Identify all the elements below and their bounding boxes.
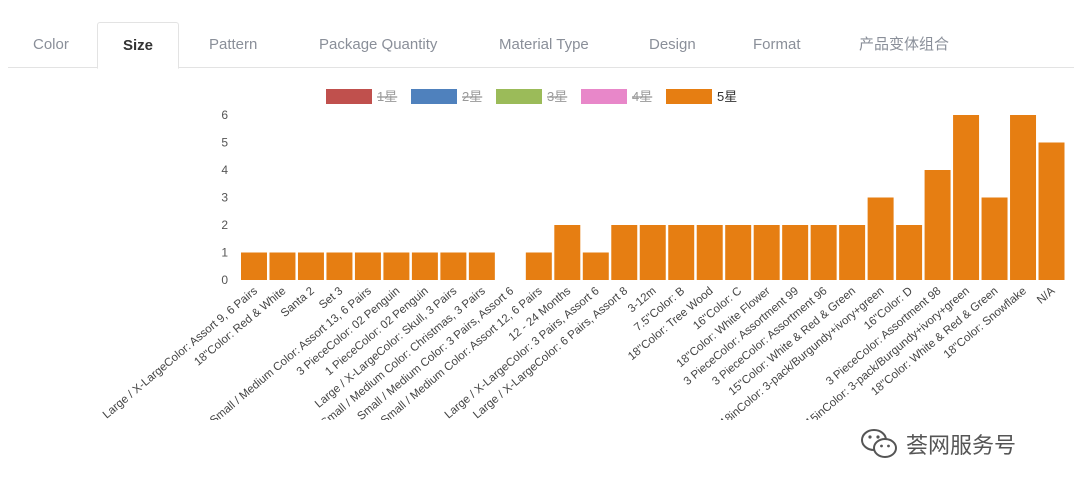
legend-swatch [411,89,457,104]
tab-variant-combination[interactable]: 产品变体组合 [859,36,950,53]
bar[interactable] [810,225,837,280]
bar[interactable] [725,225,752,280]
bar[interactable] [582,252,609,281]
bar[interactable] [241,252,267,281]
bar[interactable] [639,225,666,280]
bar[interactable] [297,252,324,281]
legend-swatch [581,89,627,104]
watermark-text: 荟网服务号 [906,434,1017,459]
y-tick-label: 4 [221,163,228,177]
tab-package-quantity[interactable]: Package Quantity [319,36,438,53]
bar-chart: 1星 2星 3星 4星 5星 0 1 2 3 4 5 6 Large / X-LargeColor:… [101,89,1065,420]
legend-label: 5星 [717,89,737,104]
tab-pattern[interactable]: Pattern [209,36,258,53]
y-axis: 0 1 2 3 4 5 6 [221,108,228,287]
bar[interactable] [981,197,1008,281]
bar[interactable] [753,225,780,280]
tab-material-type[interactable]: Material Type [499,36,589,53]
y-tick-label: 2 [221,218,228,232]
bar[interactable] [525,252,552,281]
legend-label: 3星 [547,89,567,104]
bar[interactable] [611,225,638,280]
bar[interactable] [782,225,809,280]
bar-series [241,115,1065,280]
bar[interactable] [839,225,866,280]
chart-legend: 1星 2星 3星 4星 5星 [326,89,737,104]
bar[interactable] [440,252,467,281]
legend-label: 4星 [632,89,652,104]
bar[interactable] [269,252,296,281]
bar[interactable] [468,252,495,281]
wechat-icon [861,429,897,458]
legend-item[interactable]: 3星 [496,89,567,104]
legend-label: 1星 [377,89,397,104]
bar[interactable] [326,252,353,281]
legend-swatch [496,89,542,104]
bar[interactable] [354,252,381,281]
tab-design[interactable]: Design [649,36,696,53]
legend-swatch [666,89,712,104]
bar[interactable] [867,197,894,281]
bar[interactable] [668,225,695,280]
bar[interactable] [554,225,581,280]
y-tick-label: 5 [221,136,228,150]
y-tick-label: 1 [221,246,228,260]
legend-item[interactable]: 1星 [326,89,397,104]
legend-item[interactable]: 4星 [581,89,652,104]
x-axis-labels: Large / X-LargeColor: Assort 9, 6 Pairs1… [101,285,1058,420]
bar[interactable] [1010,115,1037,280]
bar[interactable] [696,225,723,280]
bar[interactable] [411,252,438,281]
legend-label: 2星 [462,89,482,104]
legend-item[interactable]: 5星 [666,89,737,104]
tab-format[interactable]: Format [753,36,801,53]
legend-item[interactable]: 2星 [411,89,482,104]
bar[interactable] [896,225,923,280]
y-tick-label: 3 [221,191,228,205]
tab-bar: Color Size Pattern Package Quantity Mate… [8,22,1074,69]
legend-swatch [326,89,372,104]
tab-size[interactable]: Size [97,22,179,69]
bar[interactable] [1038,142,1065,281]
y-tick-label: 0 [221,273,228,287]
bar[interactable] [953,115,980,280]
watermark: 荟网服务号 [860,424,1016,464]
x-tick-label: N/A [1035,285,1058,307]
bar[interactable] [924,170,951,280]
tab-color[interactable]: Color [33,36,69,53]
bar[interactable] [383,252,410,281]
y-tick-label: 6 [221,108,228,122]
